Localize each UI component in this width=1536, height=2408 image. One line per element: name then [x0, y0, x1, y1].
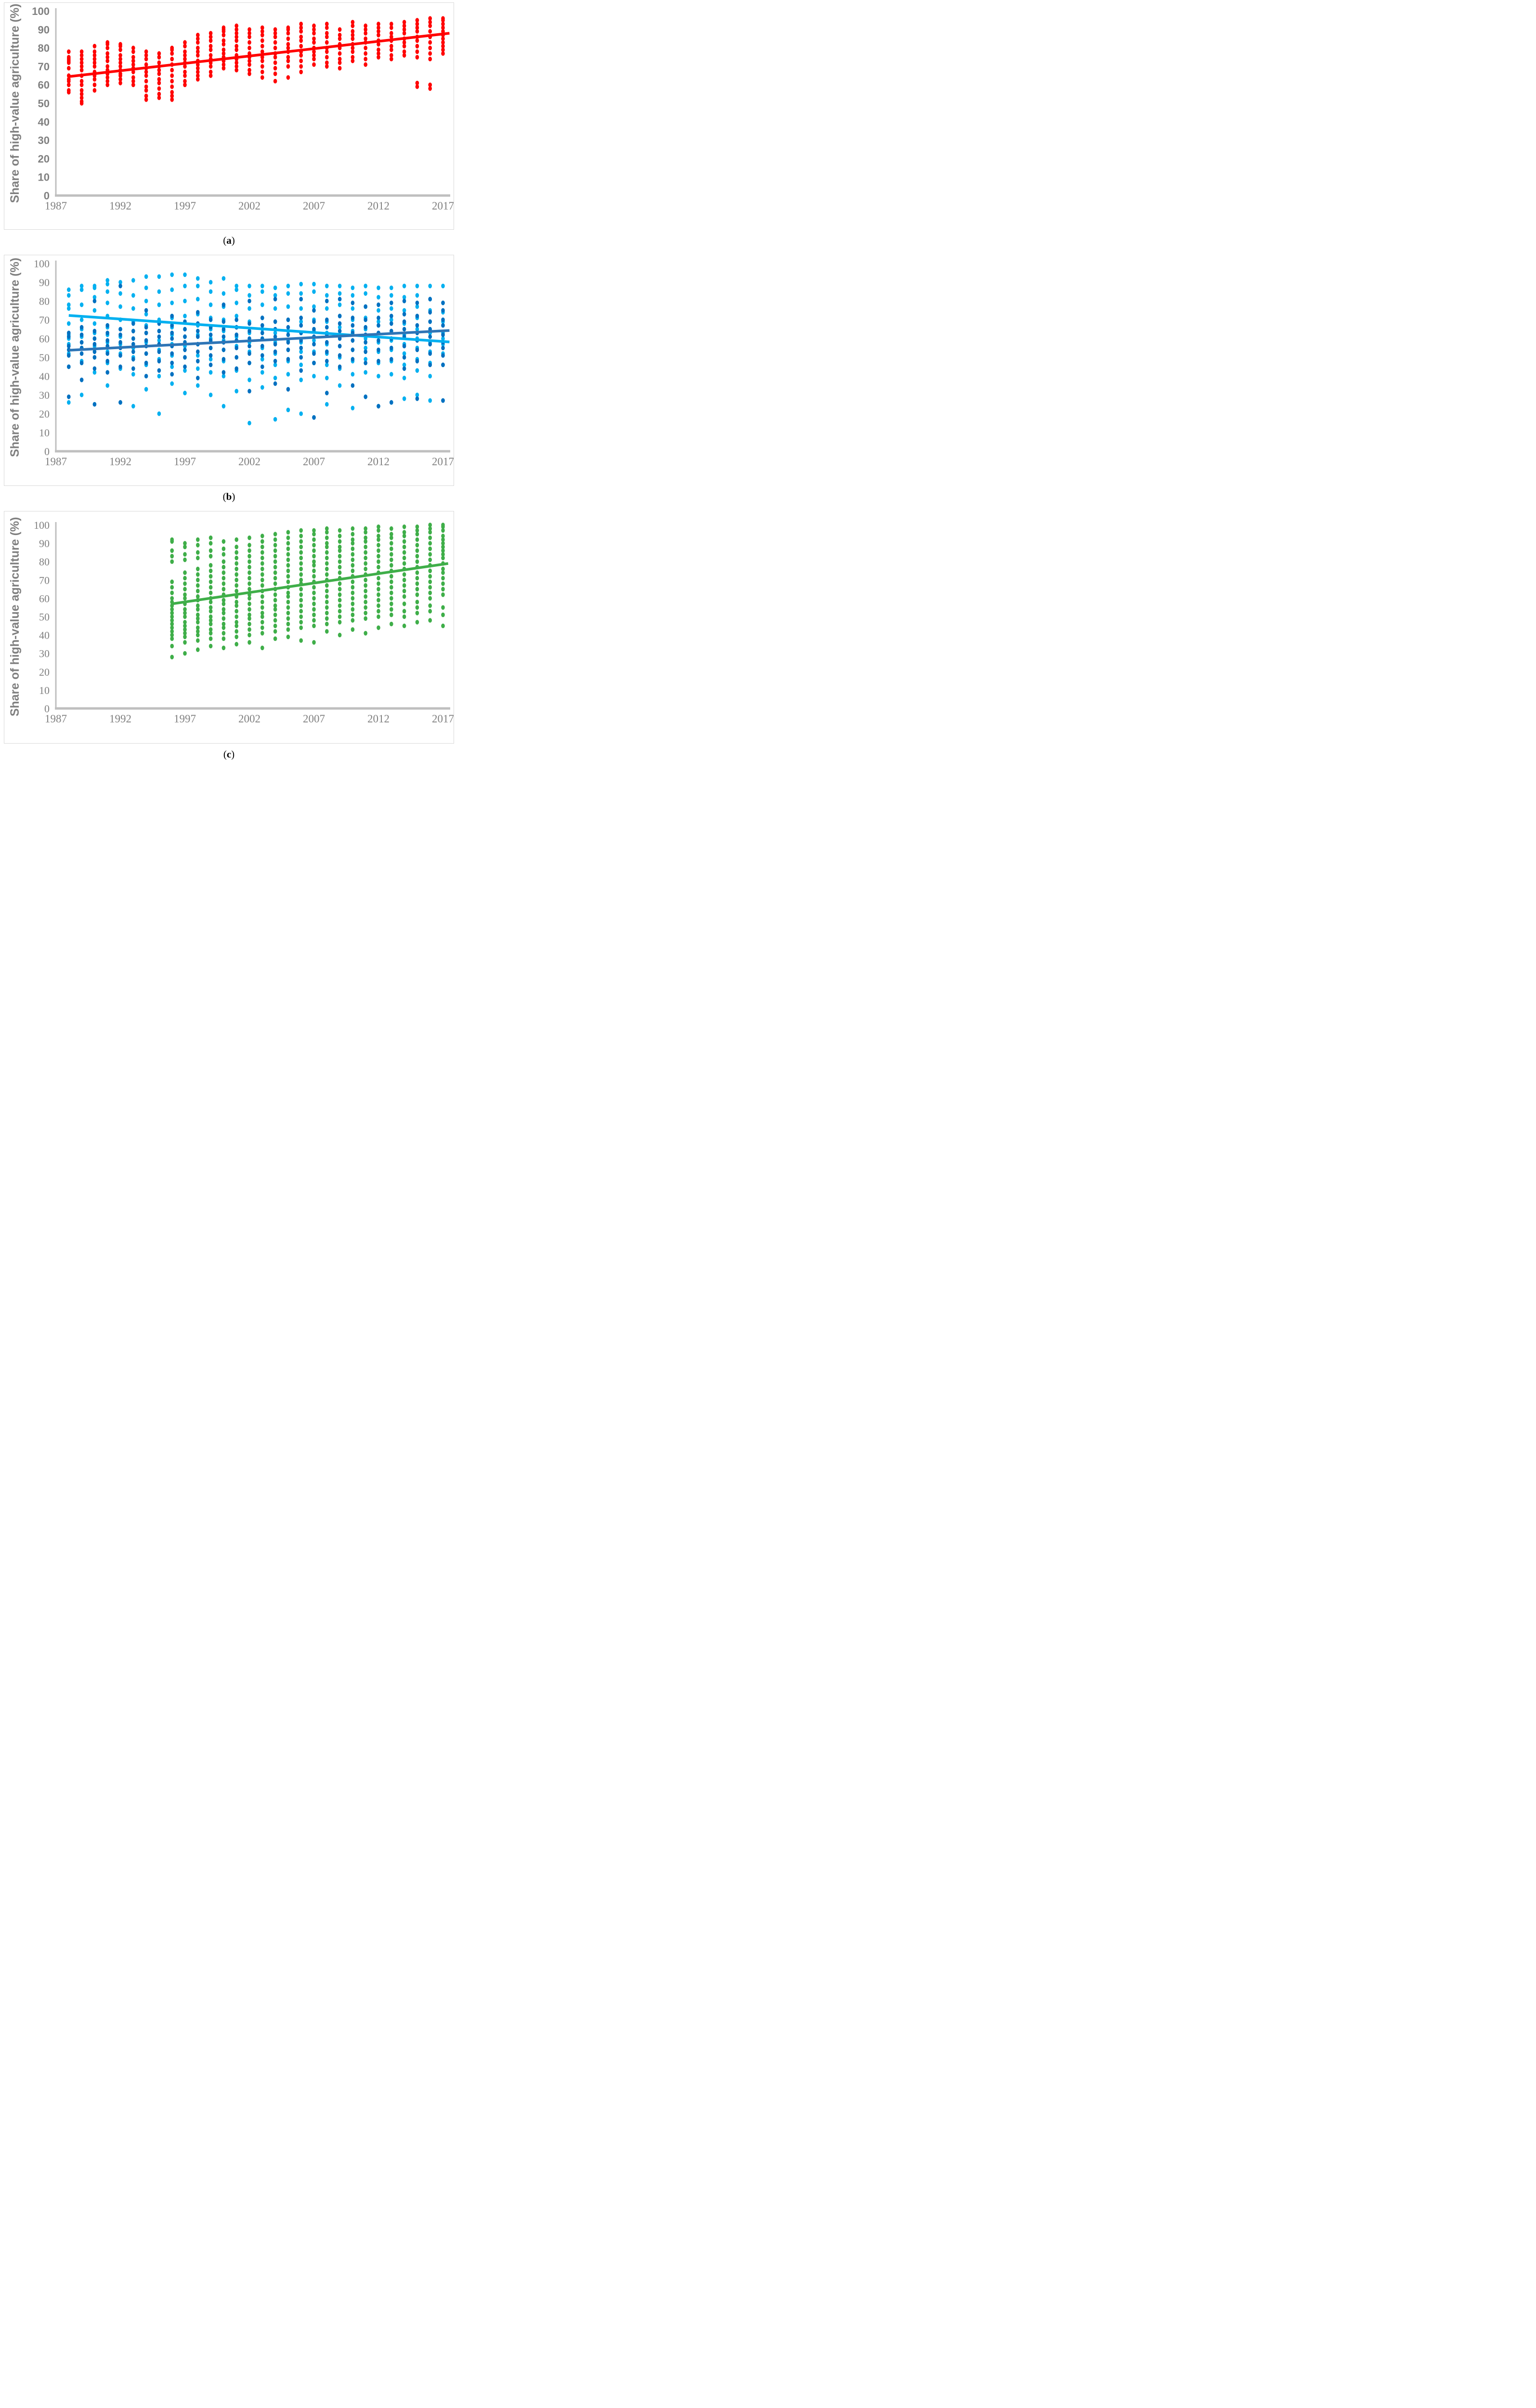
caption-a: (a): [0, 230, 458, 252]
chart-a-xtick-2012: 2012: [367, 200, 390, 212]
chart-c-canvas: 0 10 20 30 40 50 60 70 80 90 100 1987 1992 1997 2002 20…: [8, 517, 454, 725]
chart-a-ytick-90: 90: [38, 24, 50, 36]
chart-a-ytick-60: 60: [38, 79, 50, 91]
chart-c-ytick-20: 20: [39, 666, 50, 678]
caption-a-letter: a: [226, 235, 232, 246]
chart-c-xtick-2002: 2002: [238, 713, 260, 725]
chart-b-ytick-70: 70: [39, 314, 50, 326]
chart-c-ytick-30: 30: [39, 648, 50, 660]
chart-b-xtick-1987: 1987: [45, 456, 67, 468]
chart-b-ytick-100: 100: [34, 258, 50, 270]
chart-a-series-high-value-share-all: [67, 16, 445, 106]
chart-c-xtick-1987: 1987: [45, 713, 67, 725]
chart-c-ytick-10: 10: [39, 684, 50, 696]
chart-a-xtick-2007: 2007: [303, 200, 325, 212]
chart-c-xtick-1997: 1997: [174, 713, 196, 725]
chart-c-xtick-2007: 2007: [303, 713, 325, 725]
chart-b-ytick-90: 90: [39, 276, 50, 288]
chart-b-ytick-20: 20: [39, 408, 50, 420]
chart-b-ytick-60: 60: [39, 333, 50, 345]
caption-c-open: (: [223, 748, 227, 760]
panel-c: 0 10 20 30 40 50 60 70 80 90 100 1987 1992 1997 2002 20…: [4, 511, 454, 744]
chart-c-ytick-90: 90: [39, 537, 50, 550]
chart-b-ytick-80: 80: [39, 295, 50, 307]
chart-a-xtick-1992: 1992: [109, 200, 131, 212]
caption-b-open: (: [222, 491, 226, 502]
chart-b-ytick-30: 30: [39, 389, 50, 401]
caption-c-letter: c: [226, 748, 232, 760]
chart-a-ytick-0: 0: [44, 190, 50, 202]
chart-c-xtick-2012: 2012: [367, 713, 390, 725]
chart-b-y-axis-title: Share of high-value agriculture (%): [8, 258, 22, 457]
chart-a-ytick-80: 80: [38, 42, 50, 54]
chart-b-series-high-value-share-upland: [67, 284, 445, 420]
chart-c-ytick-50: 50: [39, 611, 50, 623]
chart-c-ytick-0: 0: [44, 703, 50, 715]
chart-c-ytick-80: 80: [39, 556, 50, 568]
chart-a-ytick-40: 40: [38, 116, 50, 128]
chart-c-ytick-70: 70: [39, 574, 50, 586]
chart-a-canvas: 0 10 20 30 40 50 60 70 80 90 100 1987 1992 1997 2002 20…: [8, 4, 454, 212]
panel-a: 0 10 20 30 40 50 60 70 80 90 100 1987 1992 1997 2002 20…: [4, 2, 454, 230]
chart-b-ytick-50: 50: [39, 352, 50, 364]
chart-c-y-axis-title: Share of high-value agriculture (%): [8, 517, 22, 717]
caption-b: (b): [0, 486, 458, 509]
chart-b-ytick-0: 0: [44, 445, 50, 458]
caption-c-close: ): [231, 748, 235, 760]
caption-b-close: ): [232, 491, 235, 502]
chart-c-ytick-40: 40: [39, 629, 50, 641]
chart-b-xtick-1992: 1992: [109, 456, 131, 468]
chart-b-trendline-high-value-share-upland: [68, 329, 450, 352]
panel-b: 0 10 20 30 40 50 60 70 80 90 100 1987 1992 1997 2002 20…: [4, 255, 454, 486]
chart-c-xtick-2017: 2017: [432, 713, 454, 725]
chart-a-xtick-1997: 1997: [174, 200, 196, 212]
chart-b-xtick-2012: 2012: [367, 456, 390, 468]
chart-b-xtick-1997: 1997: [174, 456, 196, 468]
caption-b-letter: b: [226, 491, 232, 502]
chart-a-trendline-high-value-share-all: [68, 32, 450, 78]
chart-a-ytick-100: 100: [32, 5, 50, 17]
chart-a-ytick-20: 20: [38, 153, 50, 165]
chart-a-ytick-30: 30: [38, 134, 50, 146]
chart-c-ytick-100: 100: [34, 519, 50, 531]
chart-c-ytick-60: 60: [39, 592, 50, 604]
chart-a-xtick-1987: 1987: [45, 200, 67, 212]
chart-b-ytick-40: 40: [39, 370, 50, 382]
chart-a-xtick-2002: 2002: [238, 200, 260, 212]
chart-b-canvas: 0 10 20 30 40 50 60 70 80 90 100 1987 1992 1997 2002 20…: [8, 258, 454, 468]
chart-a-ytick-70: 70: [38, 61, 50, 73]
chart-a-ytick-50: 50: [38, 98, 50, 110]
chart-c-xtick-1992: 1992: [109, 713, 131, 725]
caption-c: (c): [0, 744, 458, 766]
chart-c-series-high-value-share-recent: [170, 523, 445, 660]
chart-a-y-axis-title: Share of high-value agriculture (%): [8, 4, 22, 203]
caption-a-open: (: [223, 235, 227, 246]
chart-c-trendline-high-value-share-recent: [171, 562, 449, 605]
chart-b-xtick-2017: 2017: [432, 456, 454, 468]
chart-b-ytick-10: 10: [39, 427, 50, 439]
chart-b-xtick-2007: 2007: [303, 456, 325, 468]
caption-a-close: ): [231, 235, 235, 246]
chart-b-xtick-2002: 2002: [238, 456, 260, 468]
chart-a-xtick-2017: 2017: [432, 200, 454, 212]
chart-b-series-high-value-share-lowland: [67, 272, 445, 426]
chart-a-ytick-10: 10: [38, 171, 50, 183]
chart-b-trendline-high-value-share-lowland: [68, 314, 450, 343]
